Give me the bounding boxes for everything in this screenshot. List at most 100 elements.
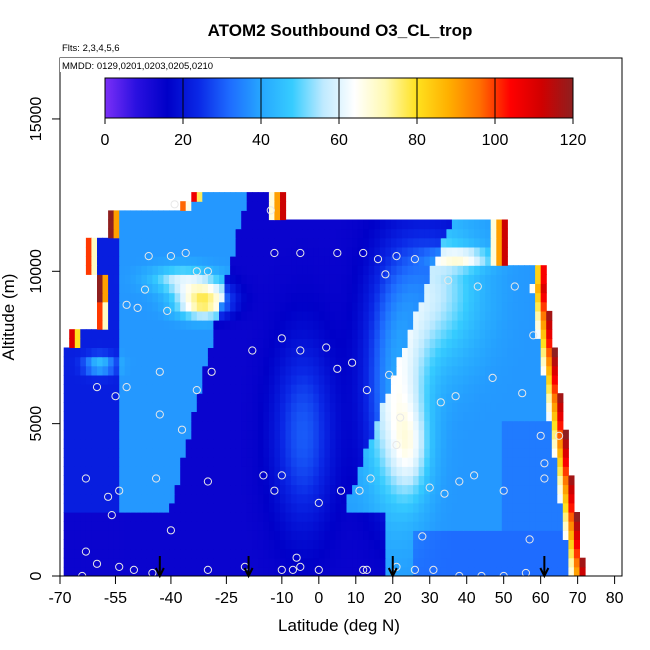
heat-cell bbox=[235, 384, 242, 394]
heat-cell bbox=[318, 228, 325, 239]
heat-cell bbox=[213, 393, 220, 403]
heat-cell bbox=[235, 411, 242, 422]
heat-cell bbox=[130, 356, 137, 367]
heat-cell bbox=[169, 265, 176, 275]
heat-cell bbox=[546, 347, 553, 358]
heat-cell bbox=[440, 365, 447, 376]
heat-cell bbox=[535, 384, 542, 394]
heat-cell bbox=[318, 246, 325, 257]
heat-cell bbox=[402, 228, 409, 239]
heat-cell bbox=[440, 429, 447, 440]
heat-cell bbox=[252, 502, 259, 513]
heat-cell bbox=[557, 548, 564, 559]
observation-point bbox=[163, 306, 172, 315]
heat-cell bbox=[402, 338, 409, 348]
heat-cell bbox=[263, 502, 270, 513]
heat-cell bbox=[113, 393, 120, 403]
heat-cell bbox=[241, 502, 248, 513]
heat-cell bbox=[124, 329, 131, 339]
heat-cell bbox=[457, 557, 464, 568]
heat-cell bbox=[474, 219, 481, 230]
heat-cell bbox=[158, 246, 165, 257]
heat-cell bbox=[368, 420, 375, 431]
heat-cell bbox=[257, 310, 264, 321]
heat-cell bbox=[124, 493, 131, 504]
heat-cell bbox=[146, 356, 153, 367]
heat-cell bbox=[485, 365, 492, 376]
heat-cell bbox=[346, 393, 353, 403]
heat-cell bbox=[135, 548, 142, 559]
heat-cell bbox=[202, 448, 209, 458]
heat-cell bbox=[490, 347, 497, 358]
heat-cell bbox=[479, 530, 486, 540]
heat-cell bbox=[124, 210, 131, 221]
heat-cell bbox=[463, 429, 470, 440]
heat-cell bbox=[119, 356, 126, 367]
heat-cell bbox=[562, 484, 569, 495]
heat-cell bbox=[390, 493, 397, 504]
heat-cell bbox=[274, 338, 281, 348]
heat-cell bbox=[307, 256, 314, 266]
heat-cell bbox=[363, 420, 370, 431]
heat-cell bbox=[219, 438, 226, 449]
heat-cell bbox=[207, 320, 214, 330]
heat-cell bbox=[329, 512, 336, 522]
heat-cell bbox=[451, 356, 458, 367]
heat-cell bbox=[158, 484, 165, 495]
heat-cell bbox=[524, 356, 531, 367]
heat-cell bbox=[474, 539, 481, 550]
heat-cell bbox=[285, 512, 292, 522]
heat-cell bbox=[124, 402, 131, 412]
heat-cell bbox=[390, 338, 397, 348]
heat-cell bbox=[512, 493, 519, 504]
heat-cell bbox=[263, 237, 270, 248]
heat-cell bbox=[363, 475, 370, 486]
heat-cell bbox=[280, 320, 287, 330]
heat-cell bbox=[524, 557, 531, 568]
heat-cell bbox=[257, 402, 264, 412]
heat-cell bbox=[185, 347, 192, 358]
heat-cell bbox=[468, 246, 475, 257]
heat-cell bbox=[130, 228, 137, 239]
heat-cell bbox=[457, 292, 464, 303]
heat-cell bbox=[207, 448, 214, 458]
heat-cell bbox=[74, 493, 81, 504]
heat-cell bbox=[174, 420, 181, 431]
heat-cell bbox=[307, 530, 314, 540]
heat-cell bbox=[368, 521, 375, 531]
heat-cell bbox=[535, 411, 542, 422]
heat-cell bbox=[141, 301, 148, 312]
heat-cell bbox=[235, 210, 242, 221]
heat-cell bbox=[374, 512, 381, 522]
heat-cell bbox=[252, 292, 259, 303]
heat-cell bbox=[130, 557, 137, 568]
heat-cell bbox=[402, 420, 409, 431]
heat-cell bbox=[424, 219, 431, 230]
heat-cell bbox=[418, 557, 425, 568]
heat-cell bbox=[346, 530, 353, 540]
heat-cell bbox=[219, 274, 226, 284]
heat-cell bbox=[185, 566, 192, 576]
heat-cell bbox=[424, 329, 431, 339]
heat-cell bbox=[230, 210, 237, 221]
heat-cell bbox=[63, 438, 70, 449]
heat-cell bbox=[446, 466, 453, 476]
heat-cell bbox=[507, 411, 514, 422]
heat-cell bbox=[213, 502, 220, 513]
heat-cell bbox=[63, 393, 70, 403]
heat-cell bbox=[390, 320, 397, 330]
heat-cell bbox=[507, 320, 514, 330]
heat-cell bbox=[485, 338, 492, 348]
heat-cell bbox=[451, 530, 458, 540]
heat-cell bbox=[102, 237, 109, 248]
observation-point bbox=[203, 565, 212, 575]
heat-cell bbox=[524, 338, 531, 348]
heat-cell bbox=[318, 475, 325, 486]
heat-cell bbox=[307, 265, 314, 275]
heat-cell bbox=[457, 457, 464, 467]
heat-cell bbox=[313, 539, 320, 550]
heat-cell bbox=[352, 393, 359, 403]
heat-cell bbox=[185, 292, 192, 303]
heat-cell bbox=[451, 539, 458, 550]
heat-cell bbox=[496, 493, 503, 504]
